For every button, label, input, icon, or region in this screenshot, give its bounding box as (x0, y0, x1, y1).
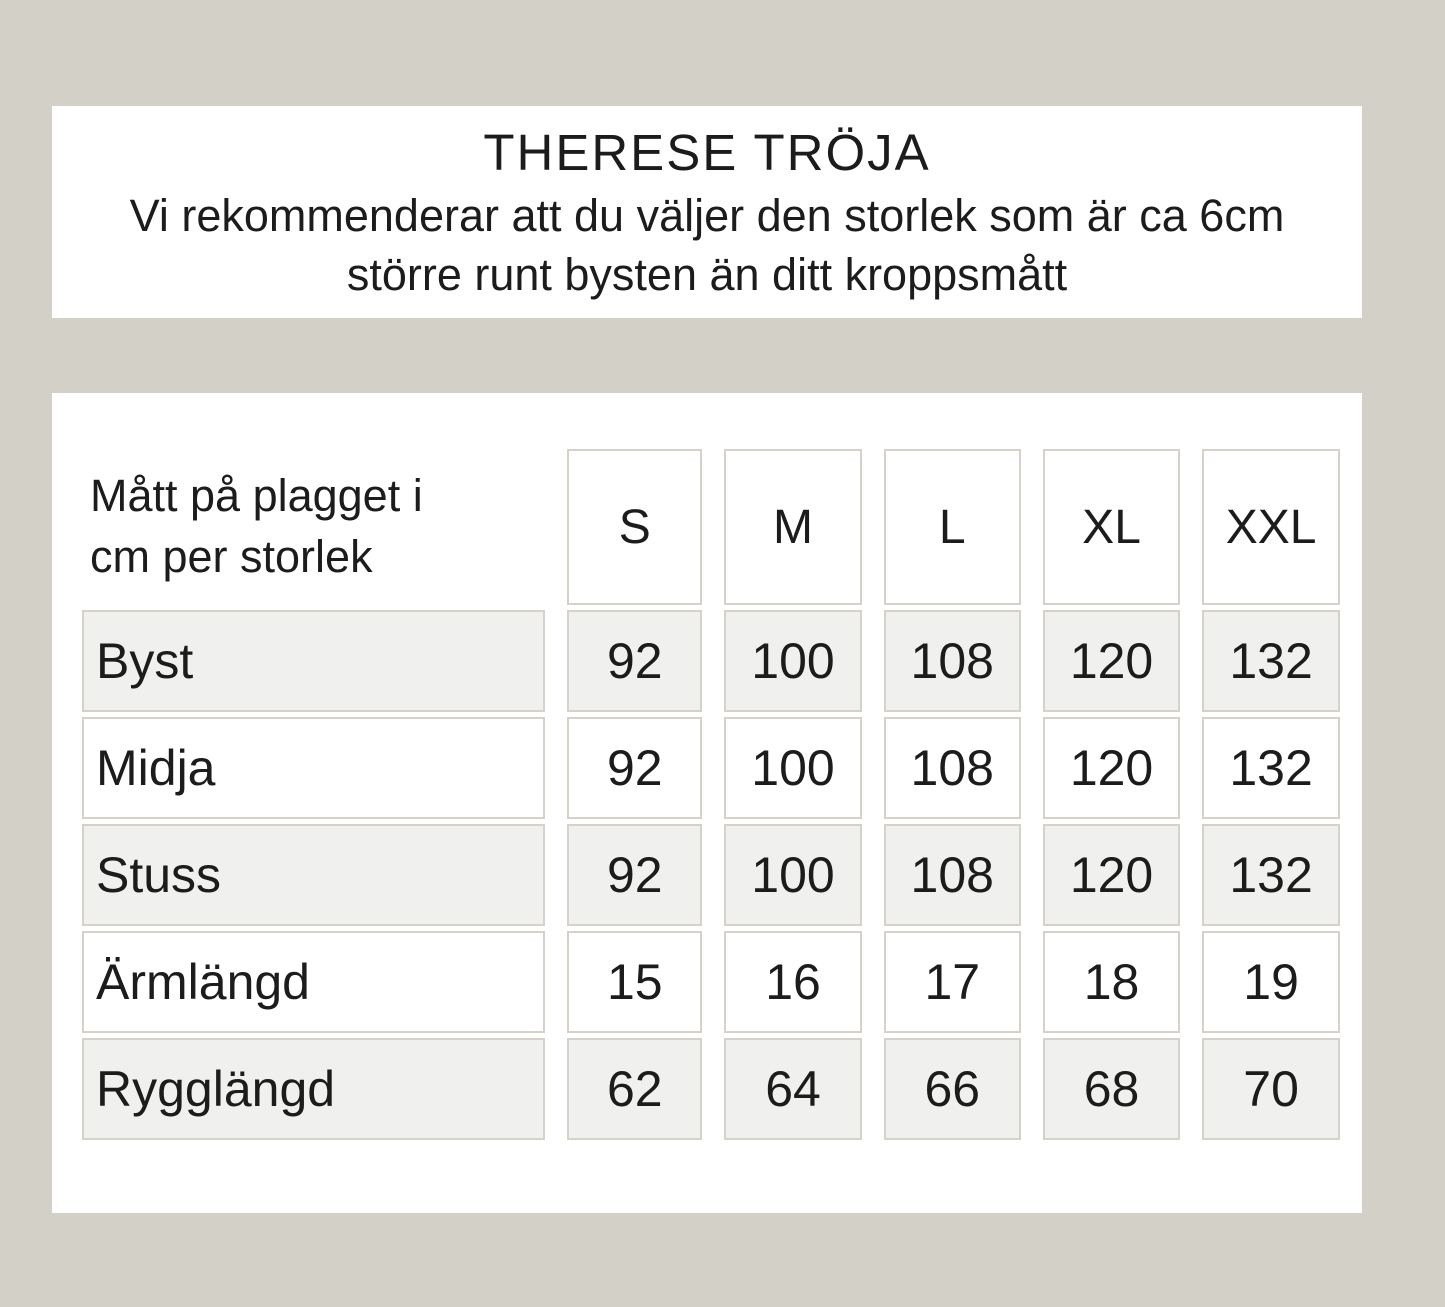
size-value-cell: 120 (1042, 717, 1181, 819)
size-value-cell: 120 (1042, 610, 1181, 712)
size-value-cell: 66 (883, 1038, 1021, 1140)
size-value-cell: 108 (883, 824, 1021, 926)
size-value-cell: 92 (567, 717, 703, 819)
measurement-row-4: Rygglängd 62 64 66 68 70 (82, 1038, 1340, 1140)
measurement-label: Byst (82, 610, 546, 712)
size-value-cell: 19 (1202, 931, 1340, 1033)
size-value-cell: 62 (567, 1038, 703, 1140)
size-value-cell: 108 (883, 610, 1021, 712)
measurement-row-3: Ärmlängd 15 16 17 18 19 (82, 931, 1340, 1033)
measurement-row-2: Stuss 92 100 108 120 132 (82, 824, 1340, 926)
size-value-cell: 68 (1042, 1038, 1181, 1140)
size-value-cell: 18 (1042, 931, 1181, 1033)
size-value-cell: 16 (724, 931, 862, 1033)
size-value-cell: 132 (1202, 824, 1340, 926)
size-value-cell: 92 (567, 610, 703, 712)
size-table-header-row: Mått på plagget i cm per storlek S M L XL XX… (82, 449, 1340, 605)
size-value-cell: 100 (724, 610, 862, 712)
size-recommendation-text: Vi rekommenderar att du väljer den storl… (129, 190, 1285, 300)
size-value-cell: 15 (567, 931, 703, 1033)
measurement-label: Rygglängd (82, 1038, 546, 1140)
size-value-cell: 100 (724, 717, 862, 819)
size-column-header-xl: XL (1042, 449, 1181, 605)
measurement-description: Mått på plagget i cm per storlek (90, 470, 423, 582)
size-table-body: Byst 92 100 108 120 132 Midja 92 100 108 120 132 Stu… (82, 610, 1340, 1140)
size-column-header-l: L (883, 449, 1021, 605)
size-column-header-s: S (567, 449, 703, 605)
size-column-header-m: M (724, 449, 862, 605)
size-value-cell: 17 (883, 931, 1021, 1033)
size-value-cell: 92 (567, 824, 703, 926)
size-value-cell: 100 (724, 824, 862, 926)
size-column-header-xxl: XXL (1202, 449, 1340, 605)
size-value-cell: 120 (1042, 824, 1181, 926)
size-table-panel: Mått på plagget i cm per storlek S M L XL XX… (52, 393, 1362, 1213)
measurement-label: Midja (82, 717, 546, 819)
size-value-cell: 64 (724, 1038, 862, 1140)
size-value-cell: 132 (1202, 717, 1340, 819)
size-value-cell: 108 (883, 717, 1021, 819)
corner-cell: Mått på plagget i cm per storlek (82, 449, 545, 605)
size-value-cell: 132 (1202, 610, 1340, 712)
measurement-label: Ärmlängd (82, 931, 546, 1033)
measurement-row-1: Midja 92 100 108 120 132 (82, 717, 1340, 819)
size-value-cell: 70 (1202, 1038, 1340, 1140)
size-table: Mått på plagget i cm per storlek S M L XL XX… (60, 444, 1362, 1145)
measurement-row-0: Byst 92 100 108 120 132 (82, 610, 1340, 712)
product-title: THERESE TRÖJA (483, 124, 931, 181)
header-panel: THERESE TRÖJA Vi rekommenderar att du vä… (52, 106, 1362, 318)
measurement-label: Stuss (82, 824, 546, 926)
